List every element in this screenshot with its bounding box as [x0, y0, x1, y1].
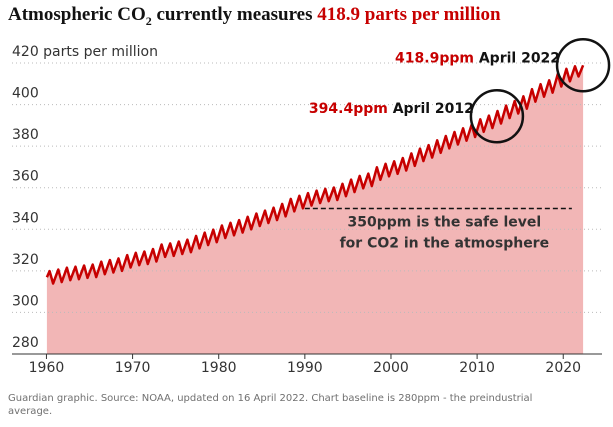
x-tick-label: 1990 [287, 360, 323, 376]
title-subscript: 2 [145, 13, 152, 28]
annotation-date: April 2022 [479, 50, 560, 66]
y-tick-label: 420 parts per million [12, 44, 158, 60]
highlight-circle [469, 88, 525, 144]
x-tick-label: 1970 [115, 360, 151, 376]
reference-label: for CO2 in the atmosphere [340, 236, 550, 252]
chart-title: Atmospheric CO2 currently measures 418.9… [8, 4, 501, 29]
co2-line [45, 64, 585, 285]
x-tick-label: 2010 [459, 360, 495, 376]
y-tick-label: 380 [12, 127, 39, 143]
y-tick-label: 400 [12, 86, 39, 102]
source-note: Guardian graphic. Source: NOAA, updated … [8, 393, 533, 417]
x-tick-label: 1980 [201, 360, 237, 376]
x-tick-label: 2020 [545, 360, 581, 376]
annotation-value: 394.4ppm [309, 101, 388, 117]
x-tick-label: 2000 [373, 360, 409, 376]
y-tick-label: 320 [12, 252, 39, 268]
title-highlight: 418.9 parts per million [317, 4, 501, 25]
x-tick-label: 1960 [29, 360, 65, 376]
title-text: Atmospheric CO [8, 4, 146, 25]
annotation-date: April 2012 [393, 101, 474, 117]
annotation: 394.4ppm April 2012 [309, 101, 474, 117]
highlight-circle [555, 38, 611, 93]
chart: 280 300 320 340 360 380 400 420 parts per milli… [12, 38, 611, 376]
title-text: currently measures [151, 4, 318, 25]
y-tick-label: 340 [12, 210, 39, 226]
y-tick-label: 360 [12, 169, 39, 185]
annotation: 418.9ppm April 2022 [395, 50, 560, 66]
y-tick-label: 300 [12, 293, 39, 309]
annotation-value: 418.9ppm [395, 50, 474, 66]
area [46, 65, 584, 355]
y-tick-label: 280 [12, 335, 39, 351]
reference-label: 350ppm is the safe level [347, 215, 541, 231]
